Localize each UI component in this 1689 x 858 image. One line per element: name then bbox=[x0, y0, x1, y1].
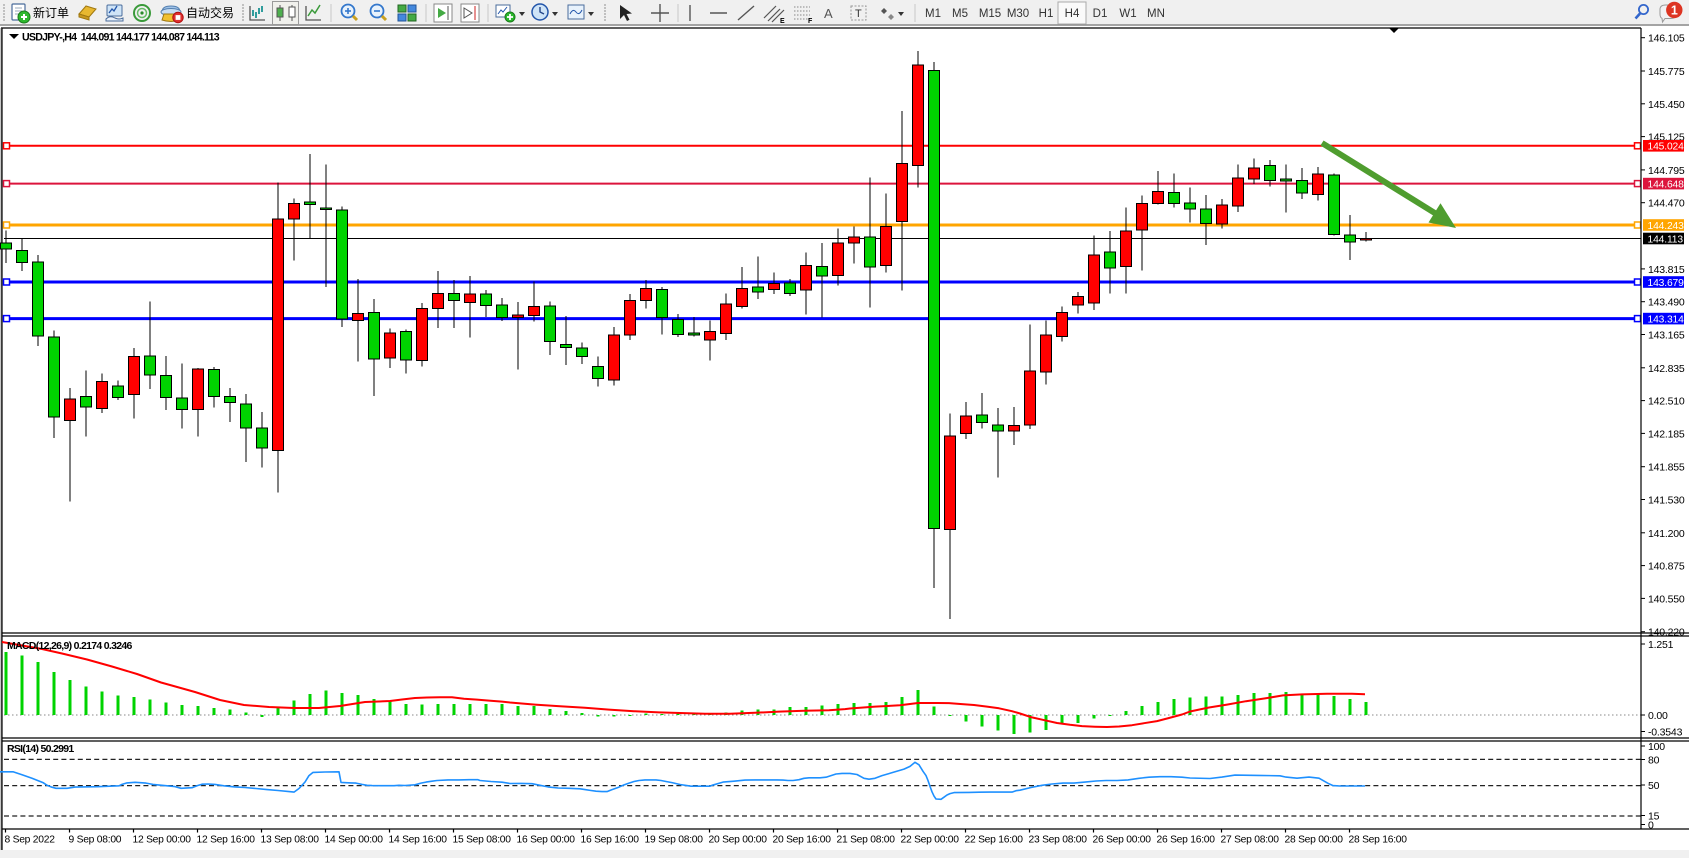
svg-text:27 Sep 08:00: 27 Sep 08:00 bbox=[1221, 835, 1280, 846]
svg-text:19 Sep 08:00: 19 Sep 08:00 bbox=[645, 835, 704, 846]
svg-text:142.510: 142.510 bbox=[1648, 396, 1685, 408]
svg-text:22 Sep 00:00: 22 Sep 00:00 bbox=[901, 835, 960, 846]
svg-text:9 Sep 08:00: 9 Sep 08:00 bbox=[69, 835, 122, 846]
svg-text:28 Sep 00:00: 28 Sep 00:00 bbox=[1285, 835, 1344, 846]
svg-text:144.648: 144.648 bbox=[1648, 180, 1685, 191]
svg-text:143.165: 143.165 bbox=[1648, 330, 1685, 342]
svg-text:23 Sep 08:00: 23 Sep 08:00 bbox=[1029, 835, 1088, 846]
svg-text:144.470: 144.470 bbox=[1648, 198, 1685, 210]
svg-text:100: 100 bbox=[1648, 741, 1665, 753]
svg-text:E: E bbox=[780, 18, 785, 25]
svg-text:145.775: 145.775 bbox=[1648, 66, 1685, 78]
svg-text:140.550: 140.550 bbox=[1648, 593, 1685, 605]
svg-text:15 Sep 08:00: 15 Sep 08:00 bbox=[453, 835, 512, 846]
svg-text:W1: W1 bbox=[1119, 8, 1136, 20]
svg-text:146.105: 146.105 bbox=[1648, 33, 1685, 45]
svg-text:80: 80 bbox=[1648, 755, 1660, 767]
svg-text:1: 1 bbox=[1671, 4, 1678, 18]
svg-text:1.251: 1.251 bbox=[1648, 639, 1674, 651]
svg-text:14 Sep 00:00: 14 Sep 00:00 bbox=[325, 835, 384, 846]
svg-text:21 Sep 08:00: 21 Sep 08:00 bbox=[837, 835, 896, 846]
svg-text:13 Sep 08:00: 13 Sep 08:00 bbox=[261, 835, 320, 846]
svg-text:144.113: 144.113 bbox=[1648, 234, 1684, 245]
svg-text:143.314: 143.314 bbox=[1648, 315, 1685, 326]
svg-text:144.243: 144.243 bbox=[1648, 221, 1685, 232]
svg-text:28 Sep 16:00: 28 Sep 16:00 bbox=[1349, 835, 1408, 846]
svg-text:12 Sep 00:00: 12 Sep 00:00 bbox=[133, 835, 192, 846]
svg-text:145.450: 145.450 bbox=[1648, 99, 1685, 111]
svg-text:50: 50 bbox=[1648, 780, 1660, 792]
svg-text:8 Sep 2022: 8 Sep 2022 bbox=[5, 835, 56, 846]
svg-text:26 Sep 16:00: 26 Sep 16:00 bbox=[1157, 835, 1216, 846]
svg-text:T: T bbox=[855, 8, 862, 20]
svg-text:141.855: 141.855 bbox=[1648, 462, 1685, 474]
svg-text:RSI(14) 50.2991: RSI(14) 50.2991 bbox=[7, 743, 74, 755]
svg-text:145.024: 145.024 bbox=[1648, 142, 1685, 153]
svg-text:143.815: 143.815 bbox=[1648, 264, 1685, 276]
svg-text:143.679: 143.679 bbox=[1648, 278, 1685, 289]
svg-text:USDJPY-,H4 144.091 144.177 14: USDJPY-,H4 144.091 144.177 144.087 144.1… bbox=[22, 32, 220, 44]
svg-text:144.795: 144.795 bbox=[1648, 165, 1685, 177]
svg-text:-0.3543: -0.3543 bbox=[1648, 727, 1683, 739]
svg-text:0.00: 0.00 bbox=[1648, 710, 1668, 722]
svg-text:MACD(12,26,9) 0.2174 0.3246: MACD(12,26,9) 0.2174 0.3246 bbox=[7, 640, 133, 652]
svg-text:自动交易: 自动交易 bbox=[186, 5, 234, 20]
svg-text:D1: D1 bbox=[1093, 8, 1108, 20]
svg-text:15: 15 bbox=[1648, 811, 1660, 823]
svg-text:142.185: 142.185 bbox=[1648, 428, 1685, 440]
svg-text:0: 0 bbox=[1648, 820, 1654, 832]
svg-text:142.835: 142.835 bbox=[1648, 363, 1685, 375]
svg-text:M15: M15 bbox=[979, 8, 1001, 20]
svg-text:141.530: 141.530 bbox=[1648, 495, 1685, 507]
svg-text:MN: MN bbox=[1147, 8, 1165, 20]
svg-text:20 Sep 00:00: 20 Sep 00:00 bbox=[709, 835, 768, 846]
svg-text:16 Sep 16:00: 16 Sep 16:00 bbox=[581, 835, 640, 846]
svg-text:M1: M1 bbox=[925, 8, 941, 20]
svg-text:12 Sep 16:00: 12 Sep 16:00 bbox=[197, 835, 256, 846]
svg-text:141.200: 141.200 bbox=[1648, 528, 1685, 540]
svg-text:新订单: 新订单 bbox=[33, 5, 69, 20]
svg-text:143.490: 143.490 bbox=[1648, 297, 1685, 309]
svg-text:A: A bbox=[824, 6, 833, 21]
svg-text:F: F bbox=[808, 18, 813, 25]
svg-text:22 Sep 16:00: 22 Sep 16:00 bbox=[965, 835, 1024, 846]
svg-text:140.220: 140.220 bbox=[1648, 627, 1685, 639]
svg-text:M5: M5 bbox=[952, 8, 968, 20]
svg-text:H4: H4 bbox=[1065, 8, 1080, 20]
svg-text:16 Sep 00:00: 16 Sep 00:00 bbox=[517, 835, 576, 846]
svg-text:26 Sep 00:00: 26 Sep 00:00 bbox=[1093, 835, 1152, 846]
svg-text:20 Sep 16:00: 20 Sep 16:00 bbox=[773, 835, 832, 846]
svg-text:H1: H1 bbox=[1039, 8, 1054, 20]
svg-text:140.875: 140.875 bbox=[1648, 561, 1685, 573]
svg-text:14 Sep 16:00: 14 Sep 16:00 bbox=[389, 835, 448, 846]
svg-text:M30: M30 bbox=[1007, 8, 1029, 20]
